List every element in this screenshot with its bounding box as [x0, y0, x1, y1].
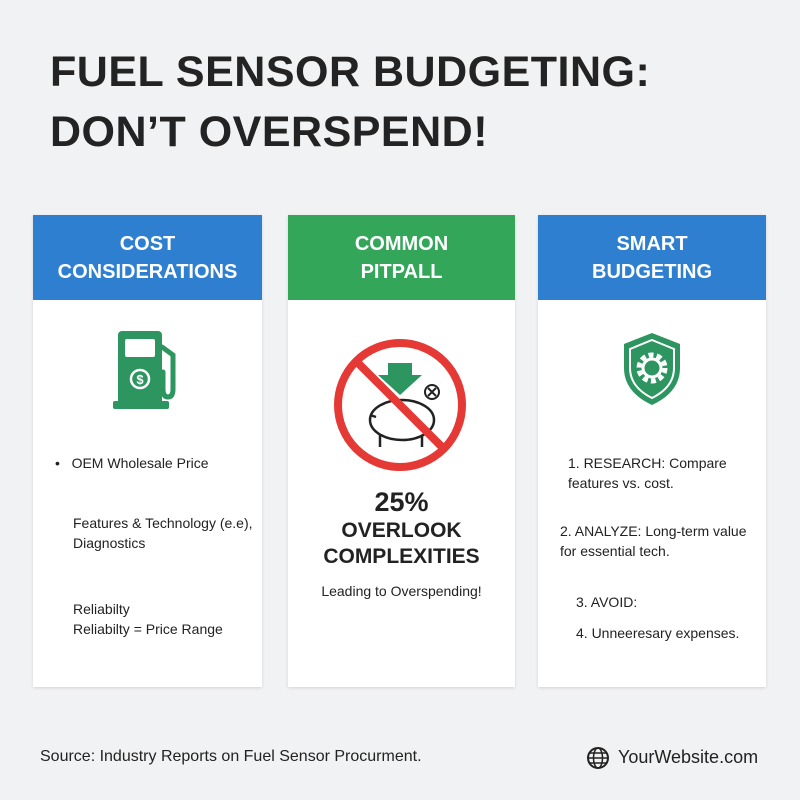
svg-text:$: $ — [136, 372, 144, 387]
title-line: FUEL SENSOR BUDGETING: — [50, 48, 651, 96]
item-text: OEM Wholesale Price — [71, 455, 209, 471]
card-header: SMART BUDGETING — [538, 215, 766, 300]
no-overspend-icon — [334, 339, 466, 471]
fuel-pump-icon: $ — [113, 331, 176, 409]
source: Source: Industry Reports on Fuel Sensor … — [40, 748, 422, 765]
title: FUEL SENSOR BUDGETING: DON’T OVERSPEND! — [50, 42, 650, 162]
card-title: SMART — [616, 232, 688, 255]
stat-label: OVERLOOK COMPLEXITIES — [323, 519, 480, 568]
website[interactable]: YourWebsite.com — [618, 747, 759, 767]
card-header: COST CONSIDERATIONS — [33, 215, 262, 300]
list-item: 3. AVOID: — [576, 594, 638, 610]
list-item: 2. ANALYZE: Long-term value for essentia… — [560, 523, 747, 559]
list-item: 4. Unneeresary expenses. — [576, 625, 740, 641]
card-title: COST — [119, 232, 176, 255]
stat: 25% — [374, 487, 429, 517]
globe-icon — [587, 747, 609, 769]
shield-icon — [624, 333, 680, 405]
card: COMMON PITPALL 25% OVERLOOK COMPLEXITIES… — [288, 215, 515, 687]
list-item: Reliabilty — [73, 601, 130, 617]
card: COST CONSIDERATIONS $ • OEM Wholesale Pr… — [33, 215, 262, 687]
card-title: COMMON — [354, 232, 449, 255]
card-title: CONSIDERATIONS — [57, 260, 238, 283]
list-item: • OEM Wholesale Price — [55, 455, 209, 471]
card-title: PITPALL — [360, 260, 443, 283]
card-header: COMMON PITPALL — [288, 215, 515, 300]
card: SMART BUDGETING 1. RESEARCH: Compare fea… — [538, 215, 766, 687]
list-item: Features & Technology (e.e), Diagnostics — [73, 515, 253, 551]
note: Leading to Overspending! — [321, 583, 482, 599]
list-item: Reliabilty = Price Range — [73, 621, 223, 637]
card-title: BUDGETING — [592, 260, 712, 283]
list-item: 1. RESEARCH: Compare features vs. cost. — [568, 455, 727, 491]
title-line: DON’T OVERSPEND! — [50, 108, 489, 156]
